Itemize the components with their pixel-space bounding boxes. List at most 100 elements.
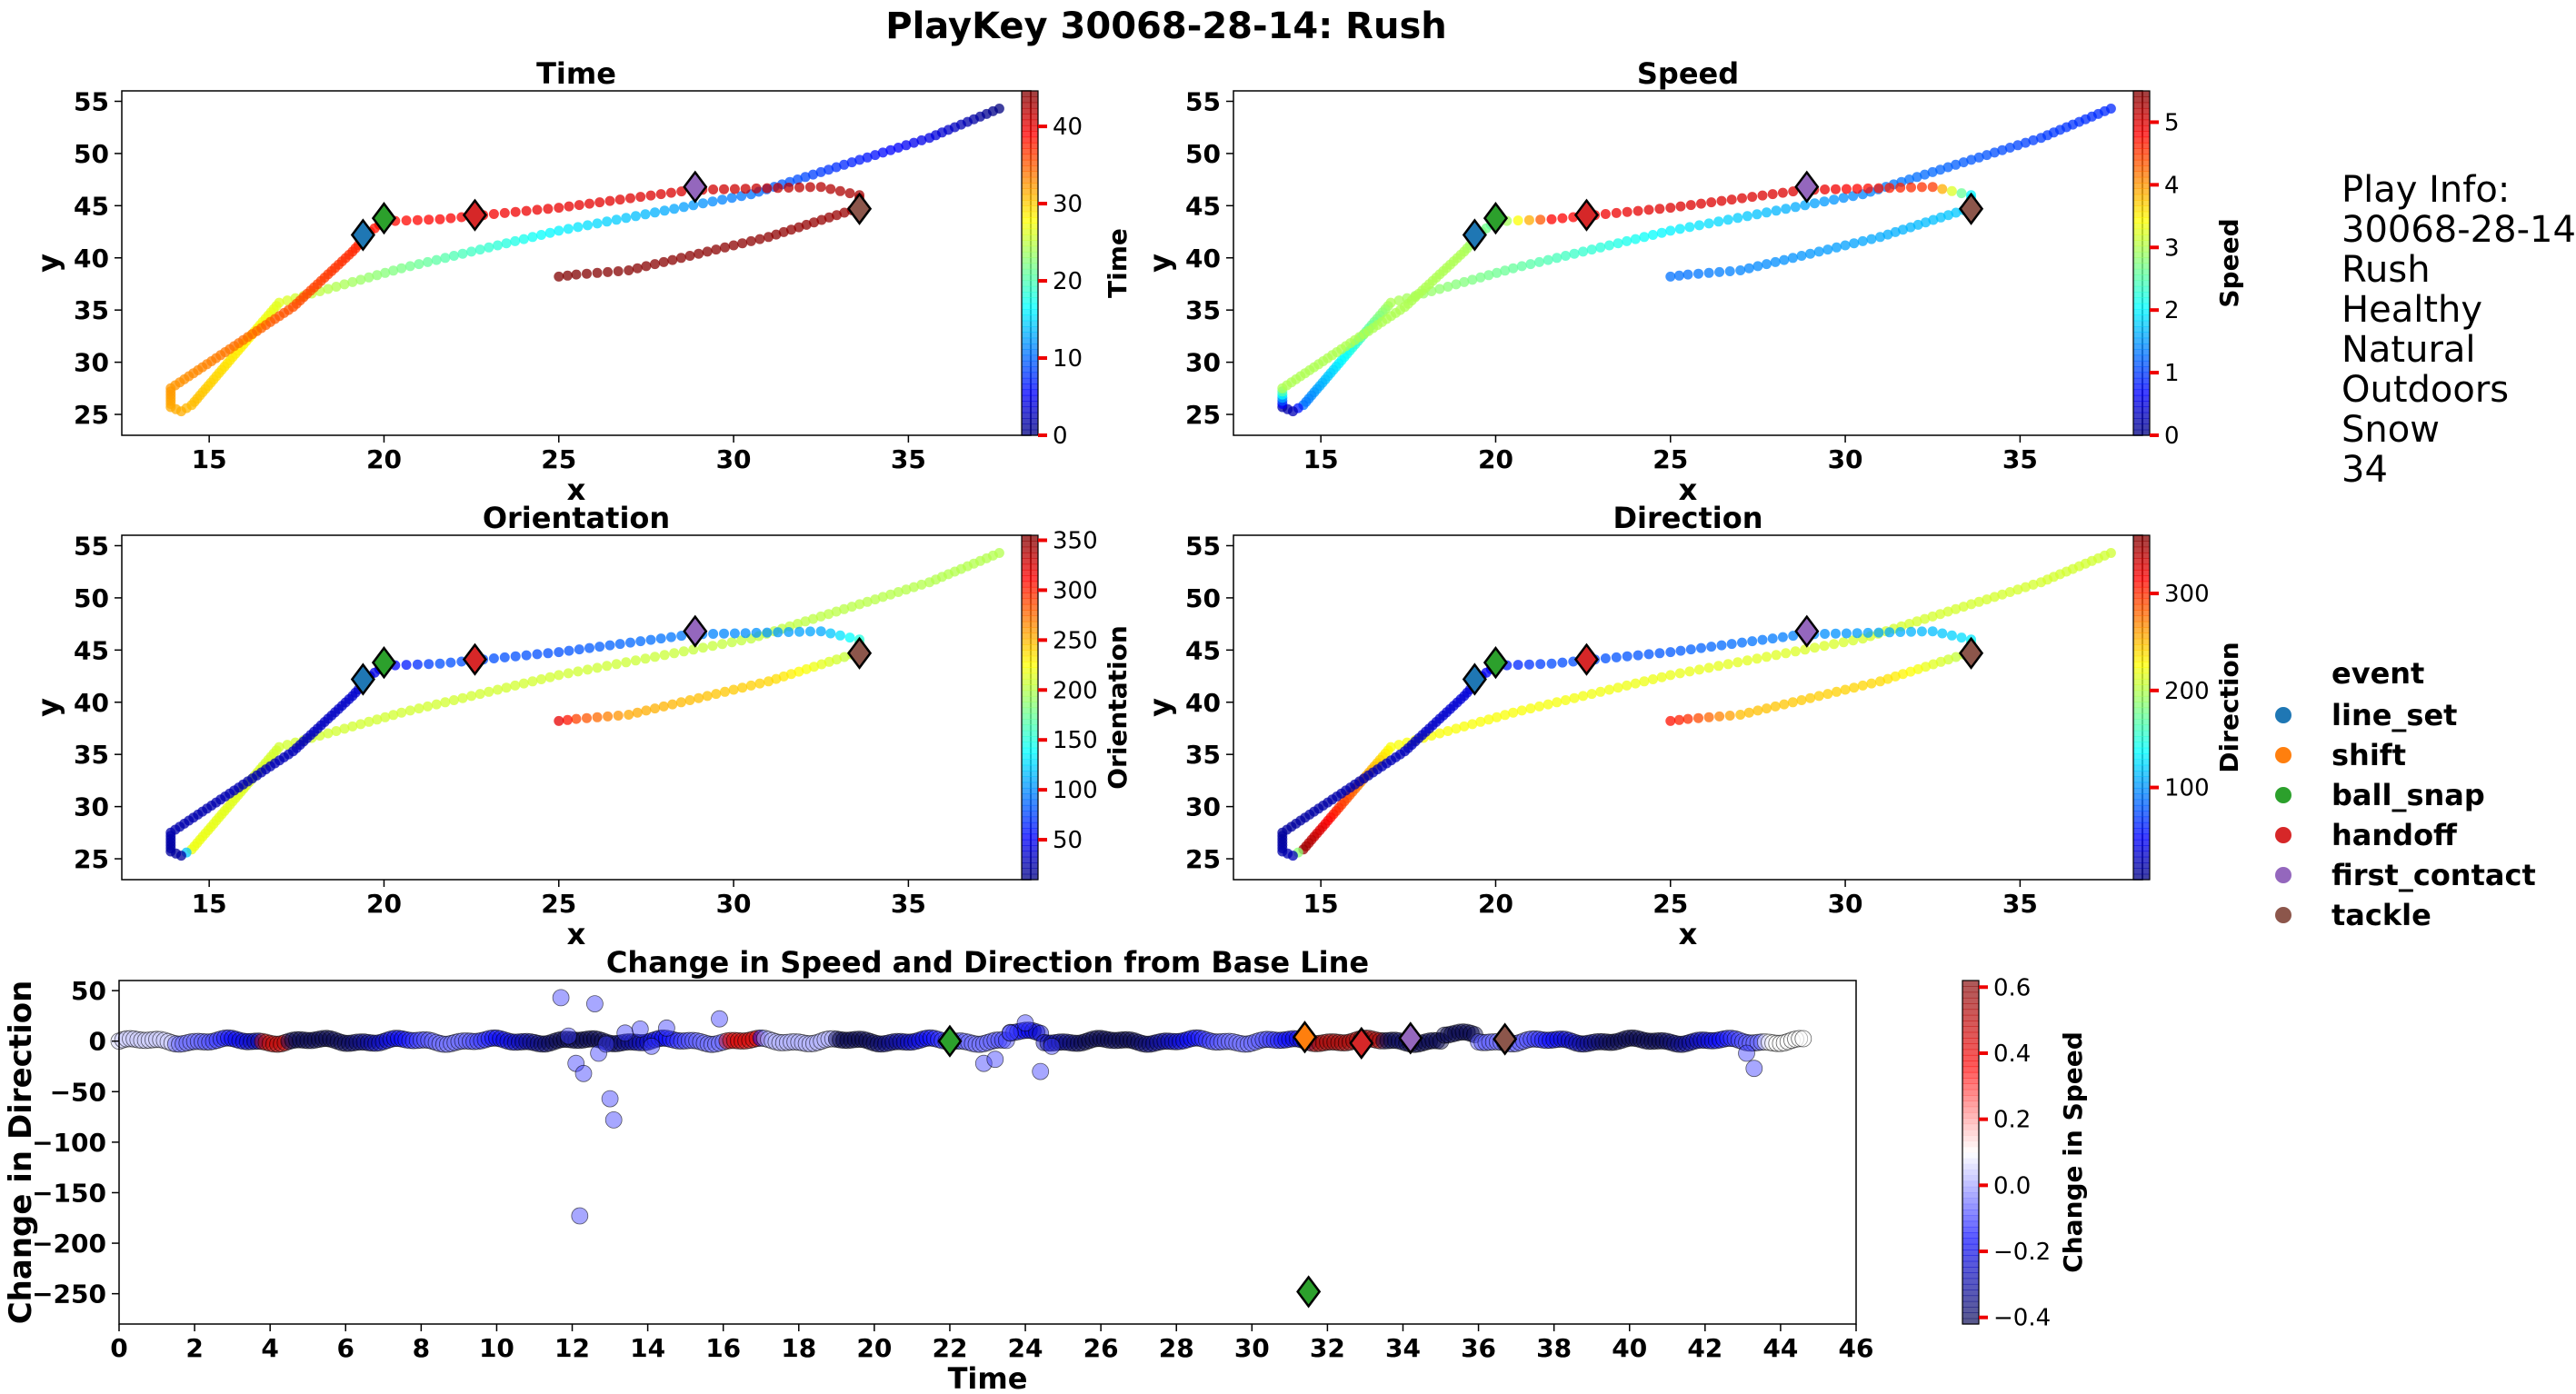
trajectory-point	[916, 134, 927, 145]
trajectory-point	[355, 274, 366, 285]
trajectory-point	[1781, 204, 1792, 214]
trajectory-point	[1997, 589, 2008, 600]
change-point	[1186, 1029, 1204, 1047]
trajectory-point	[1767, 189, 1778, 200]
x-axis-label: x	[567, 917, 586, 951]
colorbar-segment	[1022, 719, 1038, 726]
trajectory-point	[1696, 642, 1706, 653]
trajectory-point	[510, 206, 521, 217]
colorbar-segment	[1022, 360, 1038, 367]
colorbar-segment	[1962, 1089, 1979, 1096]
change-point	[1738, 1044, 1755, 1062]
trajectory-point	[676, 186, 687, 197]
trajectory-point	[658, 701, 669, 712]
x-tick-label: 20	[1478, 444, 1513, 474]
trajectory-point	[834, 185, 845, 196]
trajectory-point	[594, 642, 605, 652]
trajectory-point	[603, 266, 614, 277]
colorbar-segment	[1022, 372, 1038, 379]
colorbar-segment	[1022, 828, 1038, 835]
trajectory-point	[1857, 235, 1868, 246]
trajectory-point	[1735, 265, 1746, 275]
change-point	[967, 1035, 985, 1053]
trajectory-point	[877, 592, 888, 602]
trajectory-point	[401, 215, 412, 226]
trajectory-point	[1560, 695, 1571, 705]
event-marker-line_set	[350, 218, 375, 252]
trajectory-point	[434, 214, 445, 224]
trajectory-point	[665, 187, 676, 198]
trajectory-point	[493, 240, 503, 251]
x-tick-label: 24	[1008, 1333, 1043, 1363]
colorbar-segment	[1962, 1054, 1979, 1061]
colorbar-segment	[2133, 581, 2150, 588]
trajectory-point	[604, 195, 615, 206]
trajectory-point	[1771, 205, 1782, 216]
change-point	[518, 1032, 536, 1050]
trajectory-point	[771, 673, 782, 684]
colorbar-segment	[1022, 558, 1038, 565]
colorbar-segment	[2133, 793, 2150, 801]
colorbar-frame	[2132, 90, 2151, 436]
trajectory-point	[611, 214, 622, 225]
trajectory-point	[1805, 248, 1816, 259]
x-tick-label: 0	[110, 1333, 127, 1363]
colorbar-segment	[2133, 821, 2150, 829]
trajectory-point	[678, 646, 689, 657]
trajectory-point	[1639, 676, 1650, 687]
change-point	[465, 1032, 483, 1050]
trajectory-point	[801, 219, 812, 230]
colorbar-segment	[1022, 343, 1038, 350]
event-marker-line_set	[1462, 218, 1487, 252]
trajectory-point	[380, 712, 391, 722]
colorbar-segment	[2133, 816, 2150, 823]
trajectory-point	[729, 184, 740, 194]
colorbar-segment	[2133, 263, 2150, 270]
colorbar-segment	[1022, 535, 1038, 542]
colorbar-segment	[2133, 799, 2150, 806]
colorbar-segment	[1022, 610, 1038, 617]
trajectory-point	[624, 265, 634, 275]
trajectory-point	[1557, 213, 1568, 224]
trajectory-point	[445, 213, 456, 224]
trajectory-point	[1927, 611, 1938, 622]
trajectory-point	[1927, 166, 1938, 177]
trajectory-point	[1552, 697, 1563, 708]
trajectory-point	[474, 244, 485, 255]
trajectory-point	[1966, 154, 1977, 165]
trajectory-point	[707, 196, 718, 207]
trajectory-point	[1475, 716, 1486, 727]
y-tick-label: 35	[1185, 295, 1221, 325]
trajectory-point	[423, 256, 433, 267]
trajectory-point	[729, 628, 740, 639]
colorbar-segment	[2133, 655, 2150, 662]
x-tick-label: 16	[705, 1333, 741, 1363]
change-point	[974, 1054, 993, 1072]
trajectory-point	[825, 184, 836, 194]
colorbar-segment	[2133, 142, 2150, 149]
colorbar-segment	[2133, 736, 2150, 742]
trajectory-point	[655, 633, 666, 644]
colorbar-segment	[2133, 280, 2150, 287]
colorbar-frame	[1021, 90, 1039, 436]
legend-label: ball_snap	[2331, 778, 2485, 812]
trajectory-point	[440, 253, 451, 264]
trajectory-point	[501, 682, 512, 693]
trajectory-point	[800, 616, 811, 627]
trajectory-point	[527, 232, 538, 243]
change-point	[1114, 1031, 1133, 1049]
trajectory-point	[650, 207, 660, 218]
x-tick-label: 32	[1310, 1333, 1345, 1363]
trajectory-point	[1648, 674, 1658, 684]
trajectory-point	[1890, 671, 1901, 682]
trajectory-point	[665, 632, 676, 642]
colorbar-segment	[1022, 124, 1038, 132]
colorbar-segment	[1962, 1307, 1979, 1313]
colorbar-segment	[1962, 1123, 1979, 1130]
trajectory-point	[745, 235, 756, 246]
legend-label: handoff	[2331, 818, 2458, 852]
change-point	[643, 1037, 661, 1055]
trajectory-point	[518, 678, 529, 689]
trajectory-point	[1742, 211, 1752, 222]
